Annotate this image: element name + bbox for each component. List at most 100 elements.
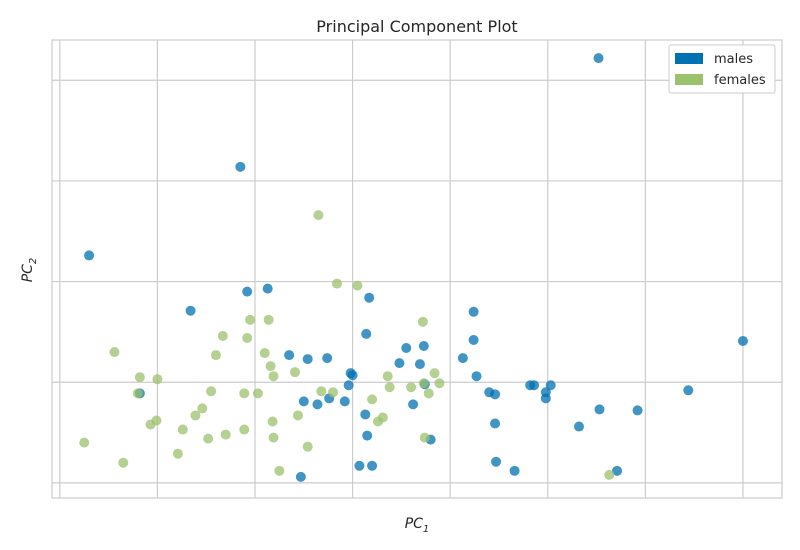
data-point-females <box>132 388 143 399</box>
data-point-females <box>290 367 301 378</box>
data-point-males <box>612 465 623 476</box>
data-point-females <box>109 347 120 358</box>
data-point-males <box>322 353 333 364</box>
data-point-males <box>339 396 350 407</box>
data-point-males <box>185 305 196 316</box>
data-point-females <box>429 368 440 379</box>
data-point-females <box>118 457 129 468</box>
data-point-females <box>203 433 214 444</box>
data-point-males <box>468 334 479 345</box>
data-point-females <box>197 403 208 414</box>
legend-swatch-males <box>675 53 703 64</box>
data-point-females <box>177 424 188 435</box>
grid-lines <box>52 40 782 498</box>
data-point-males <box>298 396 309 407</box>
data-point-males <box>84 250 95 261</box>
data-point-males <box>509 465 520 476</box>
data-point-males <box>408 399 419 410</box>
data-point-females <box>210 350 221 361</box>
chart-title: Principal Component Plot <box>316 17 517 36</box>
data-point-females <box>418 378 429 389</box>
data-point-males <box>235 161 246 172</box>
data-point-females <box>145 419 156 430</box>
data-point-males <box>362 430 373 441</box>
legend-swatch-females <box>675 74 703 85</box>
data-point-females <box>268 371 279 382</box>
data-point-males <box>529 380 540 391</box>
data-point-males <box>418 341 429 352</box>
data-point-females <box>172 448 183 459</box>
data-point-females <box>316 386 327 397</box>
x-axis-label-subscript: 1 <box>423 524 429 535</box>
data-point-males <box>347 370 358 381</box>
data-point-females <box>242 332 253 343</box>
data-point-males <box>360 409 371 420</box>
data-point-males <box>468 306 479 317</box>
data-point-males <box>295 471 306 482</box>
data-point-females <box>259 348 270 359</box>
x-axis-label-base: PC <box>405 516 423 532</box>
data-point-females <box>152 374 163 385</box>
data-point-males <box>490 389 501 400</box>
data-point-males <box>545 380 556 391</box>
legend: males females <box>668 44 776 94</box>
data-point-females <box>328 387 339 398</box>
data-point-males <box>262 283 273 294</box>
data-point-females <box>382 371 393 382</box>
data-point-males <box>242 286 253 297</box>
data-point-males <box>593 53 604 64</box>
data-point-females <box>331 278 342 289</box>
data-point-females <box>190 410 201 421</box>
data-point-males <box>394 358 405 369</box>
data-point-males <box>343 380 354 391</box>
data-point-females <box>372 416 383 427</box>
data-point-males <box>414 359 425 370</box>
data-point-females <box>239 388 250 399</box>
data-point-males <box>361 328 372 339</box>
data-point-females <box>367 394 378 405</box>
data-point-females <box>134 372 145 383</box>
x-axis-label: PC1 <box>405 516 430 535</box>
data-point-females <box>419 432 430 443</box>
data-point-females <box>79 437 90 448</box>
data-point-females <box>417 316 428 327</box>
data-point-females <box>384 382 395 393</box>
data-point-males <box>401 343 412 354</box>
data-point-females <box>423 388 434 399</box>
data-point-females <box>265 361 276 372</box>
data-point-males <box>594 404 605 415</box>
data-point-males <box>632 405 643 416</box>
y-axis-label: PC2 <box>20 258 39 283</box>
data-point-males <box>540 393 551 404</box>
data-point-females <box>220 429 231 440</box>
data-point-females <box>206 386 217 397</box>
data-point-males <box>471 371 482 382</box>
data-point-males <box>354 460 365 471</box>
y-axis-label-subscript: 2 <box>28 258 39 264</box>
data-point-males <box>737 335 748 346</box>
data-point-females <box>313 210 324 221</box>
legend-label-females: females <box>714 73 766 88</box>
data-points <box>79 53 748 482</box>
data-point-females <box>252 388 263 399</box>
data-point-males <box>490 418 501 429</box>
data-point-males <box>574 421 585 432</box>
data-point-males <box>683 385 694 396</box>
data-point-females <box>217 330 228 341</box>
data-point-females <box>352 280 363 291</box>
data-point-males <box>367 460 378 471</box>
data-point-females <box>267 416 278 427</box>
legend-label-males: males <box>714 52 753 67</box>
data-point-males <box>284 350 295 361</box>
data-point-males <box>312 399 323 410</box>
plot-area <box>51 39 783 499</box>
data-point-females <box>263 314 274 325</box>
data-point-females <box>292 410 303 421</box>
data-point-males <box>302 354 313 365</box>
data-point-females <box>302 441 313 452</box>
data-point-males <box>491 456 502 467</box>
data-point-females <box>268 432 279 443</box>
data-point-females <box>604 469 615 480</box>
y-axis-label-base: PC <box>20 264 36 282</box>
